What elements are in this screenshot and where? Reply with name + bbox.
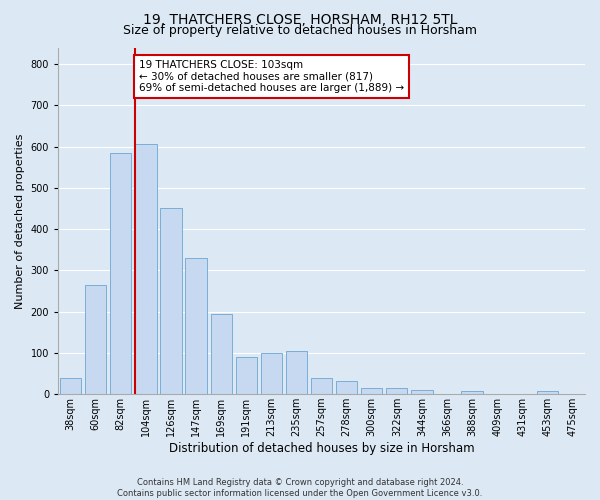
Bar <box>160 208 182 394</box>
Bar <box>311 378 332 394</box>
Bar <box>411 390 433 394</box>
Bar <box>135 144 157 394</box>
Text: 19, THATCHERS CLOSE, HORSHAM, RH12 5TL: 19, THATCHERS CLOSE, HORSHAM, RH12 5TL <box>143 12 457 26</box>
Bar <box>361 388 382 394</box>
Bar <box>286 351 307 394</box>
Text: 19 THATCHERS CLOSE: 103sqm
← 30% of detached houses are smaller (817)
69% of sem: 19 THATCHERS CLOSE: 103sqm ← 30% of deta… <box>139 60 404 93</box>
Bar <box>260 353 282 394</box>
Bar <box>85 285 106 394</box>
Bar <box>336 380 357 394</box>
Bar <box>110 152 131 394</box>
Bar <box>461 392 483 394</box>
Y-axis label: Number of detached properties: Number of detached properties <box>15 133 25 308</box>
Bar <box>236 357 257 394</box>
Bar <box>60 378 81 394</box>
Bar <box>386 388 407 394</box>
X-axis label: Distribution of detached houses by size in Horsham: Distribution of detached houses by size … <box>169 442 475 455</box>
Text: Contains HM Land Registry data © Crown copyright and database right 2024.
Contai: Contains HM Land Registry data © Crown c… <box>118 478 482 498</box>
Text: Size of property relative to detached houses in Horsham: Size of property relative to detached ho… <box>123 24 477 37</box>
Bar <box>211 314 232 394</box>
Bar <box>185 258 207 394</box>
Bar <box>536 392 558 394</box>
